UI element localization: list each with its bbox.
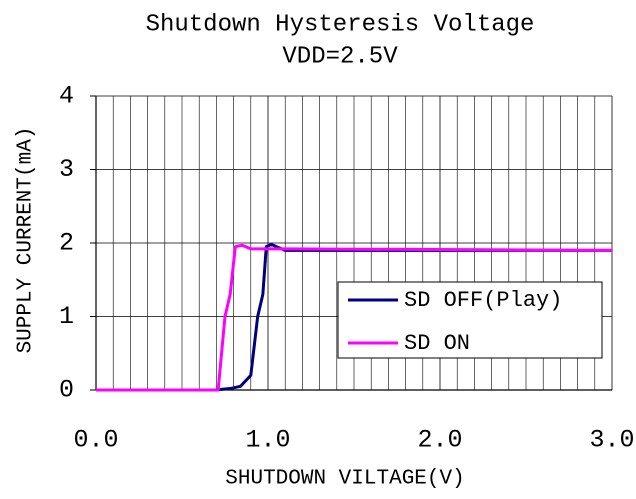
y-tick-label: 3 (59, 155, 74, 184)
x-tick-label: 2.0 (417, 426, 462, 455)
legend-label: SD ON (404, 331, 470, 356)
legend-label: SD OFF(Play) (404, 288, 562, 313)
chart-subtitle: VDD=2.5V (282, 43, 398, 70)
series-line (96, 242, 612, 392)
y-tick-label: 4 (59, 82, 74, 111)
series-line (96, 243, 613, 392)
x-tick-label: 3.0 (589, 426, 634, 455)
chart-title: Shutdown Hysteresis Voltage (146, 11, 535, 38)
y-axis-label: SUPPLY CURRENT(mA) (15, 127, 38, 354)
y-tick-label: 2 (59, 229, 74, 258)
y-tick-label: 1 (59, 302, 74, 331)
x-tick-label: 0.0 (73, 426, 118, 455)
y-tick-label: 0 (59, 376, 74, 405)
legend-box (337, 281, 603, 359)
x-axis-label: SHUTDOWN VILTAGE(V) (225, 468, 464, 491)
x-tick-label: 1.0 (245, 426, 290, 455)
